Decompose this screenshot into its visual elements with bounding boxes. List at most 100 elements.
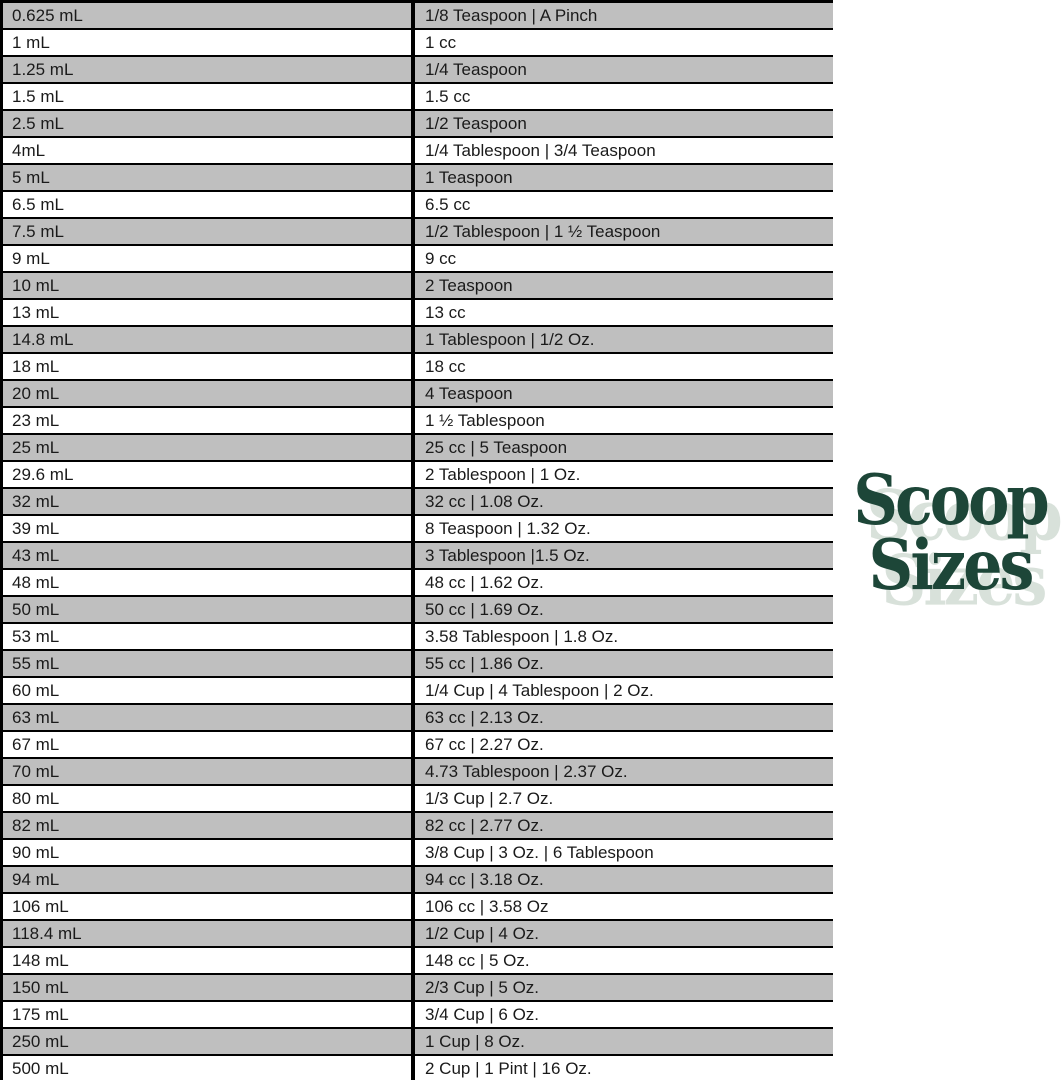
- table-row: 20 mL 4 Teaspoon: [3, 381, 833, 408]
- milliliters-cell: 250 mL: [3, 1029, 415, 1054]
- table-row: 5 mL 1 Teaspoon: [3, 165, 833, 192]
- equivalent-cell: 1/2 Tablespoon | 1 ½ Teaspoon: [425, 222, 661, 241]
- milliliters-cell: 48 mL: [3, 570, 415, 595]
- table-row: 1 mL 1 cc: [3, 30, 833, 57]
- table-row: 48 mL 48 cc | 1.62 Oz.: [3, 570, 833, 597]
- milliliters-cell: 80 mL: [3, 786, 415, 811]
- table-row: 14.8 mL 1 Tablespoon | 1/2 Oz.: [3, 327, 833, 354]
- table-row: 10 mL 2 Teaspoon: [3, 273, 833, 300]
- milliliters-cell: 9 mL: [3, 246, 415, 271]
- equivalent-cell: 4.73 Tablespoon | 2.37 Oz.: [425, 762, 628, 781]
- table-row: 500 mL 2 Cup | 1 Pint | 16 Oz.: [3, 1056, 833, 1080]
- milliliters-cell: 67 mL: [3, 732, 415, 757]
- equivalent-cell: 63 cc | 2.13 Oz.: [425, 708, 544, 727]
- equivalent-cell: 1.5 cc: [425, 87, 471, 106]
- table-row: 94 mL 94 cc | 3.18 Oz.: [3, 867, 833, 894]
- milliliters-cell: 6.5 mL: [3, 192, 415, 217]
- milliliters-cell: 150 mL: [3, 975, 415, 1000]
- equivalent-cell: 13 cc: [425, 303, 466, 322]
- equivalent-cell: 3/4 Cup | 6 Oz.: [425, 1005, 540, 1024]
- table-row: 63 mL 63 cc | 2.13 Oz.: [3, 705, 833, 732]
- table-row: 2.5 mL 1/2 Teaspoon: [3, 111, 833, 138]
- scoop-sizes-logo: Scoop Sizes: [840, 459, 1060, 607]
- milliliters-cell: 29.6 mL: [3, 462, 415, 487]
- equivalent-cell: 1 Cup | 8 Oz.: [425, 1032, 525, 1051]
- milliliters-cell: 55 mL: [3, 651, 415, 676]
- table-row: 82 mL 82 cc | 2.77 Oz.: [3, 813, 833, 840]
- table-row: 70 mL 4.73 Tablespoon | 2.37 Oz.: [3, 759, 833, 786]
- table-row: 50 mL 50 cc | 1.69 Oz.: [3, 597, 833, 624]
- milliliters-cell: 1.5 mL: [3, 84, 415, 109]
- equivalent-cell: 148 cc | 5 Oz.: [425, 951, 530, 970]
- milliliters-cell: 94 mL: [3, 867, 415, 892]
- table-row: 80 mL 1/3 Cup | 2.7 Oz.: [3, 786, 833, 813]
- table-row: 18 mL 18 cc: [3, 354, 833, 381]
- equivalent-cell: 1/8 Teaspoon | A Pinch: [425, 6, 598, 25]
- equivalent-cell: 18 cc: [425, 357, 466, 376]
- milliliters-cell: 20 mL: [3, 381, 415, 406]
- milliliters-cell: 4mL: [3, 138, 415, 163]
- equivalent-cell: 1/2 Cup | 4 Oz.: [425, 924, 540, 943]
- equivalent-cell: 9 cc: [425, 249, 457, 268]
- milliliters-cell: 60 mL: [3, 678, 415, 703]
- milliliters-cell: 175 mL: [3, 1002, 415, 1027]
- milliliters-cell: 0.625 mL: [3, 3, 415, 28]
- equivalent-cell: 1 Teaspoon: [425, 168, 513, 187]
- equivalent-cell: 3 Tablespoon |1.5 Oz.: [425, 546, 590, 565]
- table-row: 25 mL 25 cc | 5 Teaspoon: [3, 435, 833, 462]
- equivalent-cell: 4 Teaspoon: [425, 384, 513, 403]
- milliliters-cell: 13 mL: [3, 300, 415, 325]
- table-row: 175 mL 3/4 Cup | 6 Oz.: [3, 1002, 833, 1029]
- equivalent-cell: 50 cc | 1.69 Oz.: [425, 600, 544, 619]
- logo-word-sizes: Sizes: [868, 524, 1035, 607]
- milliliters-cell: 1 mL: [3, 30, 415, 55]
- equivalent-cell: 32 cc | 1.08 Oz.: [425, 492, 544, 511]
- table-row: 9 mL 9 cc: [3, 246, 833, 273]
- milliliters-cell: 148 mL: [3, 948, 415, 973]
- equivalent-cell: 2 Teaspoon: [425, 276, 513, 295]
- milliliters-cell: 18 mL: [3, 354, 415, 379]
- table-row: 23 mL 1 ½ Tablespoon: [3, 408, 833, 435]
- table-row: 106 mL 106 cc | 3.58 Oz: [3, 894, 833, 921]
- table-row: 1.5 mL 1.5 cc: [3, 84, 833, 111]
- table-row: 32 mL 32 cc | 1.08 Oz.: [3, 489, 833, 516]
- milliliters-cell: 90 mL: [3, 840, 415, 865]
- equivalent-cell: 48 cc | 1.62 Oz.: [425, 573, 544, 592]
- equivalent-cell: 2/3 Cup | 5 Oz.: [425, 978, 540, 997]
- conversion-table: 0.625 mL 1/8 Teaspoon | A Pinch 1 mL 1 cc 1.…: [0, 0, 833, 1080]
- milliliters-cell: 70 mL: [3, 759, 415, 784]
- equivalent-cell: 106 cc | 3.58 Oz: [425, 897, 549, 916]
- milliliters-cell: 106 mL: [3, 894, 415, 919]
- equivalent-cell: 1 Tablespoon | 1/2 Oz.: [425, 330, 595, 349]
- table-row: 118.4 mL 1/2 Cup | 4 Oz.: [3, 921, 833, 948]
- table-row: 6.5 mL 6.5 cc: [3, 192, 833, 219]
- table-row: 67 mL 67 cc | 2.27 Oz.: [3, 732, 833, 759]
- table-row: 150 mL 2/3 Cup | 5 Oz.: [3, 975, 833, 1002]
- equivalent-cell: 67 cc | 2.27 Oz.: [425, 735, 544, 754]
- equivalent-cell: 1 cc: [425, 33, 457, 52]
- equivalent-cell: 1/4 Tablespoon | 3/4 Teaspoon: [425, 141, 656, 160]
- table-row: 13 mL 13 cc: [3, 300, 833, 327]
- table-row: 148 mL 148 cc | 5 Oz.: [3, 948, 833, 975]
- table-row: 60 mL 1/4 Cup | 4 Tablespoon | 2 Oz.: [3, 678, 833, 705]
- milliliters-cell: 118.4 mL: [3, 921, 415, 946]
- equivalent-cell: 25 cc | 5 Teaspoon: [425, 438, 568, 457]
- milliliters-cell: 1.25 mL: [3, 57, 415, 82]
- equivalent-cell: 94 cc | 3.18 Oz.: [425, 870, 544, 889]
- logo-word-scoop: Scoop: [853, 459, 1050, 541]
- equivalent-cell: 1/4 Teaspoon: [425, 60, 527, 79]
- equivalent-cell: 8 Teaspoon | 1.32 Oz.: [425, 519, 591, 538]
- milliliters-cell: 39 mL: [3, 516, 415, 541]
- table-row: 1.25 mL 1/4 Teaspoon: [3, 57, 833, 84]
- milliliters-cell: 50 mL: [3, 597, 415, 622]
- equivalent-cell: 1/3 Cup | 2.7 Oz.: [425, 789, 554, 808]
- equivalent-cell: 55 cc | 1.86 Oz.: [425, 654, 544, 673]
- equivalent-cell: 3/8 Cup | 3 Oz. | 6 Tablespoon: [425, 843, 654, 862]
- milliliters-cell: 63 mL: [3, 705, 415, 730]
- milliliters-cell: 23 mL: [3, 408, 415, 433]
- table-row: 29.6 mL 2 Tablespoon | 1 Oz.: [3, 462, 833, 489]
- table-row: 90 mL 3/8 Cup | 3 Oz. | 6 Tablespoon: [3, 840, 833, 867]
- milliliters-cell: 5 mL: [3, 165, 415, 190]
- equivalent-cell: 6.5 cc: [425, 195, 471, 214]
